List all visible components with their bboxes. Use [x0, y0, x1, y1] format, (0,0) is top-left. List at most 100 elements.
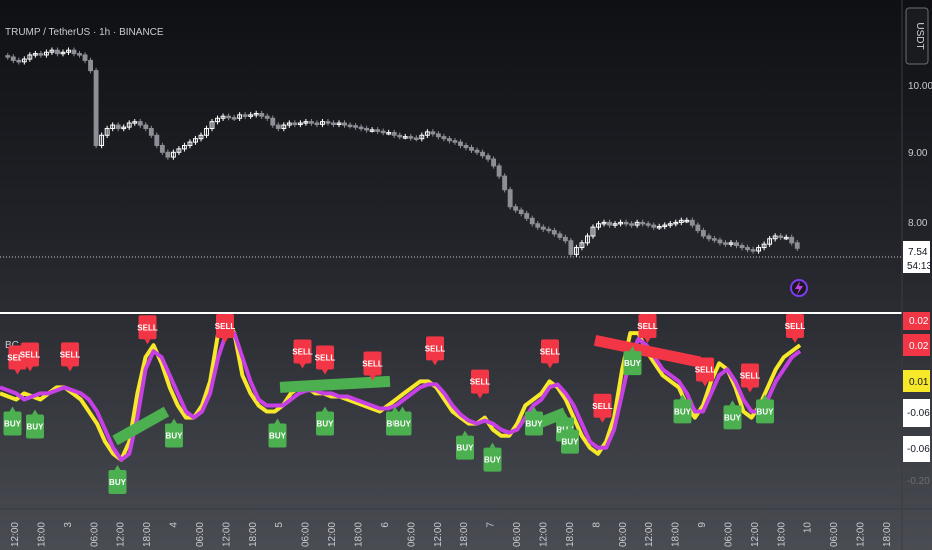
buy-signal[interactable] [268, 423, 287, 448]
candle-body [27, 54, 33, 60]
time-axis-tick: 06:00 [829, 522, 840, 547]
sell-signal[interactable] [471, 369, 489, 394]
buy-signal-label: BUY [757, 407, 775, 416]
buy-signal[interactable] [756, 399, 774, 424]
sell-signal-pointer [702, 381, 708, 387]
buy-signal-label: BUY [457, 444, 475, 453]
candle-body [463, 144, 469, 149]
osc-tick: -0.06 [907, 408, 930, 419]
sell-signal[interactable] [61, 342, 79, 367]
candle-body [275, 124, 281, 129]
countdown-value: 54:13 [907, 261, 932, 272]
time-axis-tick: 12:00 [856, 522, 867, 547]
time-axis-tick: 12:00 [538, 522, 549, 547]
candle-body [767, 238, 773, 245]
buy-signal[interactable] [108, 470, 127, 494]
candle-body [607, 221, 612, 226]
candle-body [176, 148, 182, 153]
candle-body [640, 221, 646, 225]
sell-signal[interactable] [593, 393, 612, 418]
candle-body [568, 240, 574, 255]
sell-signal-label: SELL [20, 350, 41, 359]
candle-body [629, 223, 635, 226]
buy-signal[interactable] [623, 351, 642, 376]
sell-signal[interactable] [741, 363, 759, 388]
sell-signal[interactable] [293, 339, 312, 364]
sell-signal-label: SELL [470, 378, 491, 387]
sell-signal[interactable] [363, 351, 382, 376]
sell-signal[interactable] [638, 314, 657, 338]
buy-signal-pointer [729, 400, 736, 406]
buy-signal[interactable] [723, 405, 742, 430]
sell-signal[interactable] [696, 357, 714, 382]
last-price-label [903, 241, 930, 273]
candle-body [778, 235, 784, 238]
buy-signal-pointer [274, 418, 281, 424]
time-axis-tick: 18:00 [565, 522, 576, 547]
buy-signal[interactable] [26, 414, 44, 439]
buy-signal-label: BUY [484, 456, 502, 465]
currency-badge-label: USDT [914, 22, 925, 49]
sell-signal-label: SELL [425, 344, 446, 353]
buy-signal[interactable] [3, 411, 22, 436]
candle-body [364, 127, 370, 131]
candle-body [424, 131, 430, 136]
buy-signal[interactable] [525, 411, 543, 436]
buy-signal[interactable] [483, 447, 502, 472]
pane-separator[interactable] [0, 312, 902, 314]
candle-body [170, 151, 176, 158]
candle-body [458, 141, 463, 146]
sell-signal[interactable] [138, 315, 157, 340]
candle-body [402, 136, 408, 139]
candle-body [220, 115, 226, 119]
candle-body [38, 53, 44, 56]
sell-signal-label: SELL [60, 350, 81, 359]
candle-body [93, 70, 99, 146]
buy-signal[interactable] [393, 411, 412, 436]
candle-body [723, 242, 728, 245]
buy-signal[interactable] [165, 423, 183, 448]
candle-body [181, 144, 187, 150]
sell-signal[interactable] [541, 339, 559, 364]
buy-signal[interactable] [561, 429, 579, 454]
last-price-value: 7.54 [908, 247, 928, 258]
sell-signal[interactable] [786, 314, 804, 338]
buy-signal-label: BUY [269, 432, 287, 441]
candle-body [524, 213, 530, 219]
buy-signal[interactable] [456, 435, 474, 460]
candle-body [761, 243, 767, 249]
candle-body [193, 138, 198, 143]
candle-body [535, 223, 541, 228]
candle-body [496, 165, 502, 177]
sell-signal-label: SELL [292, 347, 313, 356]
sell-signal[interactable] [216, 314, 234, 338]
buy-signal-pointer [171, 418, 177, 424]
buy-signal[interactable] [673, 399, 692, 424]
sell-signal-pointer [144, 339, 151, 345]
sell-signal-pointer [477, 393, 483, 399]
sell-signal-pointer [599, 417, 606, 423]
buy-signal-label: BUY [724, 413, 742, 422]
time-axis-tick: 06:00 [195, 522, 206, 547]
currency-badge[interactable] [905, 7, 929, 65]
symbol-title: TRUMP / TetherUS · 1h · BINANCE [5, 27, 164, 38]
sell-signal[interactable] [316, 345, 334, 370]
candle-body [684, 219, 690, 223]
candle-body [342, 122, 347, 126]
candle-body [154, 134, 160, 146]
candle-body [662, 224, 668, 228]
candle-body [386, 132, 392, 135]
candle-body [231, 117, 237, 120]
sell-signal-pointer [547, 363, 553, 369]
sell-signal[interactable] [426, 336, 444, 361]
buy-signal[interactable] [316, 411, 334, 436]
candle-body [756, 247, 762, 252]
sell-signal-pointer [747, 387, 753, 393]
candle-body [485, 155, 491, 160]
candle-body [49, 49, 55, 53]
time-axis-tick: 18:00 [671, 522, 682, 547]
sell-signal[interactable] [21, 342, 39, 367]
time-axis-tick: 06:00 [89, 522, 100, 547]
